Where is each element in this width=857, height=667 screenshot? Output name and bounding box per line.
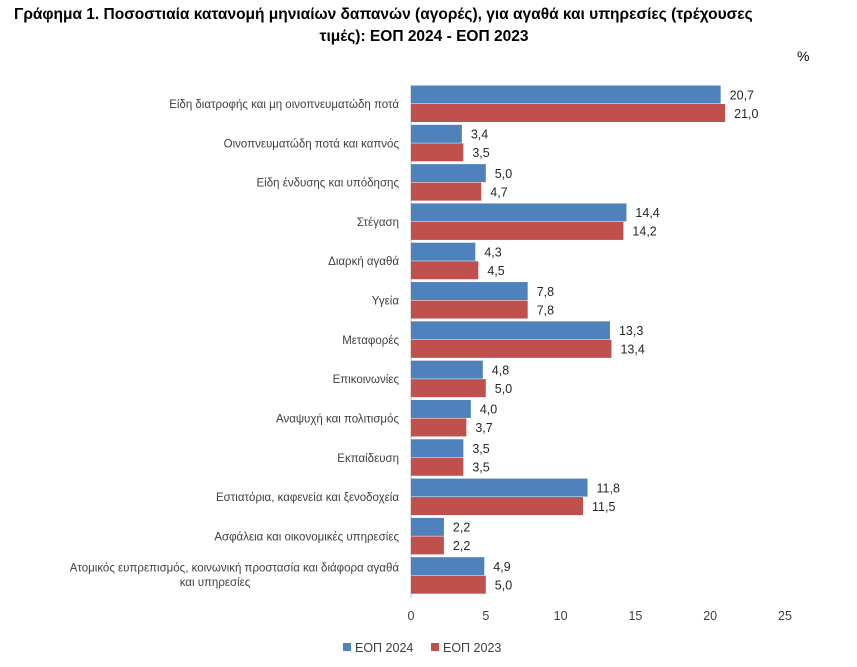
- bar-eop-2023: [411, 182, 482, 201]
- bar-eop-2023: [411, 143, 464, 162]
- value-label: 14,2: [632, 225, 656, 239]
- chart-title-line-2: τιμές): ΕΟΠ 2024 - ΕΟΠ 2023: [319, 28, 529, 45]
- value-label: 13,4: [620, 343, 644, 357]
- value-label: 4,3: [484, 245, 501, 259]
- x-tick-label: 25: [778, 609, 792, 623]
- value-label: 4,8: [492, 363, 509, 377]
- bar-eop-2023: [411, 536, 444, 555]
- category-label: Διαρκή αγαθά: [328, 256, 399, 268]
- value-label: 4,7: [490, 185, 507, 199]
- value-label: 2,2: [453, 539, 470, 553]
- bar-eop-2023: [411, 221, 624, 240]
- bar-eop-2023: [411, 575, 486, 594]
- bar-eop-2024: [411, 517, 444, 536]
- value-label: 5,0: [495, 578, 512, 592]
- legend-swatch-eop-2024: [343, 643, 351, 651]
- value-label: 5,0: [495, 167, 512, 181]
- x-tick-label: 5: [482, 609, 489, 623]
- category-label-line: Ατομικός ευπρεπισμός, κοινωνική προστασί…: [70, 563, 400, 575]
- value-label: 7,8: [537, 303, 554, 317]
- value-label: 4,9: [493, 560, 510, 574]
- bar-eop-2024: [411, 360, 483, 379]
- x-tick-label: 15: [628, 609, 642, 623]
- value-label: 3,5: [472, 146, 489, 160]
- bar-eop-2023: [411, 418, 467, 437]
- legend-label-eop-2024: ΕΟΠ 2024: [355, 641, 413, 655]
- x-tick-label: 0: [408, 609, 415, 623]
- bar-eop-2023: [411, 497, 584, 516]
- category-label: Ασφάλεια και οικονομικές υπηρεσίες: [214, 531, 399, 543]
- category-label: Επικοινωνίες: [333, 374, 400, 386]
- legend-swatch-eop-2023: [431, 643, 439, 651]
- bar-eop-2024: [411, 242, 476, 261]
- x-tick-label: 10: [554, 609, 568, 623]
- value-label: 3,5: [472, 461, 489, 475]
- value-label: 3,5: [472, 442, 489, 456]
- value-label: 13,3: [619, 324, 643, 338]
- bar-eop-2023: [411, 339, 612, 358]
- bar-eop-2024: [411, 557, 485, 576]
- bar-eop-2023: [411, 261, 479, 280]
- bar-eop-2024: [411, 321, 610, 340]
- value-label: 2,2: [453, 521, 470, 535]
- category-label: Είδη διατροφής και μη οινοπνευματώδη ποτ…: [169, 99, 399, 111]
- chart-title: Γράφημα 1. Ποσοστιαία κατανομή μηνιαίων …: [14, 4, 834, 48]
- value-label: 3,4: [471, 128, 488, 142]
- bar-eop-2023: [411, 457, 464, 476]
- value-label: 14,4: [635, 206, 659, 220]
- category-label: Οινοπνευματώδη ποτά και καπνός: [224, 138, 400, 150]
- bar-eop-2024: [411, 85, 721, 104]
- category-label: Εστιατόρια, καφενεία και ξενοδοχεία: [216, 492, 399, 504]
- bar-eop-2024: [411, 439, 464, 458]
- unit-label: %: [797, 48, 810, 64]
- legend-label-eop-2023: ΕΟΠ 2023: [443, 641, 501, 655]
- value-label: 20,7: [730, 88, 754, 102]
- value-label: 11,8: [597, 481, 620, 495]
- value-label: 4,5: [487, 264, 504, 278]
- category-label-line: και υπηρεσίες: [180, 577, 251, 589]
- legend: ΕΟΠ 2024 ΕΟΠ 2023: [343, 641, 501, 655]
- value-label: 7,8: [537, 285, 554, 299]
- bar-eop-2023: [411, 300, 528, 319]
- bar-eop-2024: [411, 399, 471, 418]
- chart-title-line-1: Γράφημα 1. Ποσοστιαία κατανομή μηνιαίων …: [14, 6, 753, 23]
- bar-eop-2023: [411, 379, 486, 398]
- value-label: 3,7: [475, 421, 492, 435]
- x-tick-label: 20: [703, 609, 717, 623]
- bar-eop-2024: [411, 164, 486, 183]
- category-label: Αναψυχή και πολιτισμός: [276, 413, 399, 425]
- category-label: Εκπαίδευση: [337, 453, 399, 465]
- category-label: Είδη ένδυσης και υπόδησης: [257, 178, 400, 190]
- bar-eop-2023: [411, 104, 726, 122]
- plot-area: Είδη διατροφής και μη οινοπνευματώδη ποτ…: [70, 85, 792, 623]
- category-label: Υγεία: [372, 296, 400, 308]
- bar-eop-2024: [411, 124, 462, 143]
- value-label: 21,0: [734, 107, 758, 121]
- category-label: Μεταφορές: [342, 335, 399, 347]
- bar-eop-2024: [411, 478, 588, 497]
- category-label: Ατομικός ευπρεπισμός, κοινωνική προστασί…: [70, 563, 400, 590]
- value-label: 4,0: [480, 403, 497, 417]
- bar-eop-2024: [411, 203, 627, 222]
- value-label: 11,5: [592, 500, 615, 514]
- value-label: 5,0: [495, 382, 512, 396]
- bar-eop-2024: [411, 282, 528, 301]
- category-label: Στέγαση: [357, 217, 399, 229]
